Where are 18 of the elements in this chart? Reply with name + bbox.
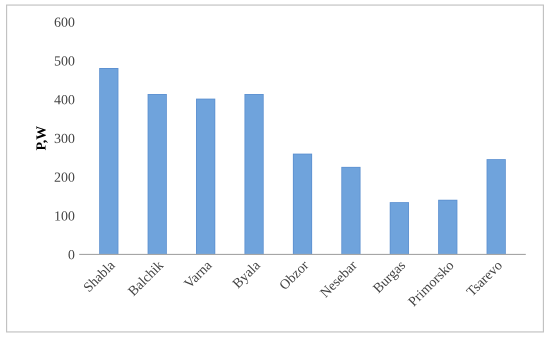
y-tick-label: 400 <box>54 95 74 104</box>
bar <box>486 159 506 254</box>
y-tick-label: 100 <box>55 211 74 221</box>
bar <box>341 166 361 254</box>
y-tick-label: 300 <box>54 134 74 144</box>
bar <box>244 94 264 254</box>
y-axis-title: P,W <box>36 126 48 150</box>
bar <box>148 94 167 254</box>
bar <box>99 68 118 254</box>
bar <box>292 154 312 254</box>
x-tick-label: Varna <box>183 260 212 290</box>
bar <box>390 202 409 254</box>
bar <box>196 98 216 254</box>
y-tick-label: 600 <box>54 17 74 27</box>
bar <box>438 200 458 254</box>
y-tick-label: 0 <box>68 250 74 260</box>
y-tick-label: 500 <box>54 56 74 66</box>
y-tick-label: 200 <box>54 172 74 182</box>
